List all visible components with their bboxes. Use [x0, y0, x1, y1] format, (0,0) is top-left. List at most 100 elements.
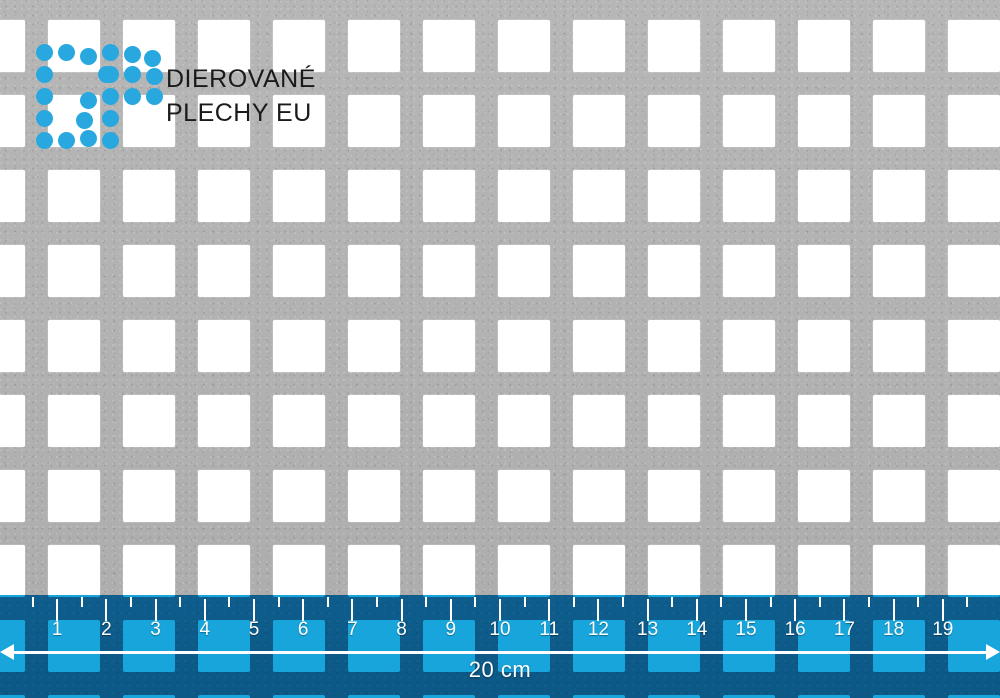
perforation-hole [423, 545, 475, 596]
perforation-hole [273, 395, 325, 447]
ruler-cm-label: 4 [199, 619, 211, 640]
perforation-hole [573, 170, 625, 222]
perforation-hole [423, 695, 475, 698]
ruler-tick-minor [818, 597, 821, 607]
ruler-tick-major [548, 599, 551, 621]
ruler-tick-minor [622, 597, 624, 607]
ruler-tick-minor [376, 597, 378, 607]
perforation-hole [48, 470, 100, 522]
perforation-hole [423, 20, 475, 72]
perforation-hole [123, 595, 175, 597]
perforation-hole [798, 170, 850, 222]
perforation-hole [198, 620, 250, 672]
perforation-hole [948, 595, 1000, 597]
perforation-hole [423, 170, 475, 222]
perforation-hole [198, 470, 250, 522]
perforation-hole [423, 95, 475, 147]
perforation-hole [0, 395, 25, 447]
perforation-hole [873, 95, 925, 147]
perforation-hole [423, 395, 475, 447]
perforation-hole [723, 545, 775, 596]
perforation-hole [948, 395, 1000, 447]
perforation-hole [348, 170, 400, 222]
ruler-hole-grid [0, 595, 1000, 698]
ruler-tick-minor [80, 597, 83, 607]
perforation-hole [348, 620, 400, 672]
perforation-hole [123, 620, 175, 672]
ruler-tick-minor [228, 597, 231, 607]
perforation-hole [273, 245, 325, 297]
perforation-hole [273, 320, 325, 372]
perforation-hole [648, 170, 700, 222]
ruler-tick-major [843, 599, 846, 621]
perforation-hole [498, 545, 550, 596]
perforation-hole [423, 470, 475, 522]
perforation-hole [723, 595, 775, 597]
perforation-hole [798, 320, 850, 372]
ruler-tick-minor [671, 597, 674, 607]
perforation-hole [498, 395, 550, 447]
perforation-hole [123, 395, 175, 447]
ruler-cm-label: 17 [833, 619, 855, 640]
ruler-tick-minor [523, 597, 526, 607]
perforation-hole [498, 95, 550, 147]
perforation-hole [498, 20, 550, 72]
ruler-cm-label: 7 [347, 619, 358, 640]
perforation-hole [648, 595, 700, 597]
perforation-hole [873, 320, 925, 372]
perforation-hole [573, 320, 625, 372]
perforation-hole [573, 695, 625, 698]
ruler-tick-minor [130, 597, 132, 607]
ruler-tick-major [794, 599, 797, 621]
perforation-hole [198, 170, 250, 222]
ruler-tick-major [203, 599, 206, 621]
perforation-hole [0, 95, 25, 147]
perforation-hole [0, 595, 25, 597]
ruler-cm-label: 19 [932, 619, 954, 640]
perforation-hole [123, 695, 175, 698]
ruler-cm-label: 9 [445, 619, 457, 640]
perforation-hole [48, 620, 100, 672]
ruler-cm-label: 2 [101, 619, 112, 640]
perforation-hole [0, 470, 25, 522]
perforation-hole [798, 395, 850, 447]
perforation-hole [198, 245, 250, 297]
ruler-tick-major [745, 599, 747, 621]
ruler-cm-label: 5 [248, 619, 260, 640]
ruler-cm-label: 14 [686, 619, 708, 640]
perforation-hole [648, 395, 700, 447]
ruler-cm-label: 16 [784, 619, 806, 640]
perforation-hole [948, 545, 1000, 596]
perforation-hole [723, 170, 775, 222]
perforation-hole [723, 95, 775, 147]
ruler-tick-minor [179, 597, 182, 607]
perforation-hole [948, 20, 1000, 72]
perforation-hole [48, 395, 100, 447]
perforation-hole [198, 695, 250, 698]
perforation-hole [873, 695, 925, 698]
perforation-hole [873, 545, 925, 596]
ruler-cm-label: 1 [51, 619, 63, 640]
perforation-hole [348, 245, 400, 297]
perforation-hole [498, 470, 550, 522]
perforation-hole [573, 245, 625, 297]
perforation-hole [273, 620, 325, 672]
arrow-right-icon [986, 644, 1000, 660]
ruler-cm-label: 11 [539, 619, 560, 640]
perforation-hole [873, 20, 925, 72]
ruler-tick-major [941, 599, 944, 621]
ruler-tick-major [892, 599, 895, 621]
perforation-hole [723, 395, 775, 447]
perforation-hole [0, 545, 25, 596]
perforation-hole [873, 170, 925, 222]
perforation-hole [123, 245, 175, 297]
perforation-hole [348, 95, 400, 147]
perforation-hole [723, 695, 775, 698]
perforation-hole [948, 695, 1000, 698]
perforation-hole [948, 245, 1000, 297]
perforation-hole [348, 20, 400, 72]
ruler-tick-major [351, 599, 354, 621]
ruler-tick-minor [474, 597, 477, 607]
ruler-tick-major [302, 599, 305, 621]
